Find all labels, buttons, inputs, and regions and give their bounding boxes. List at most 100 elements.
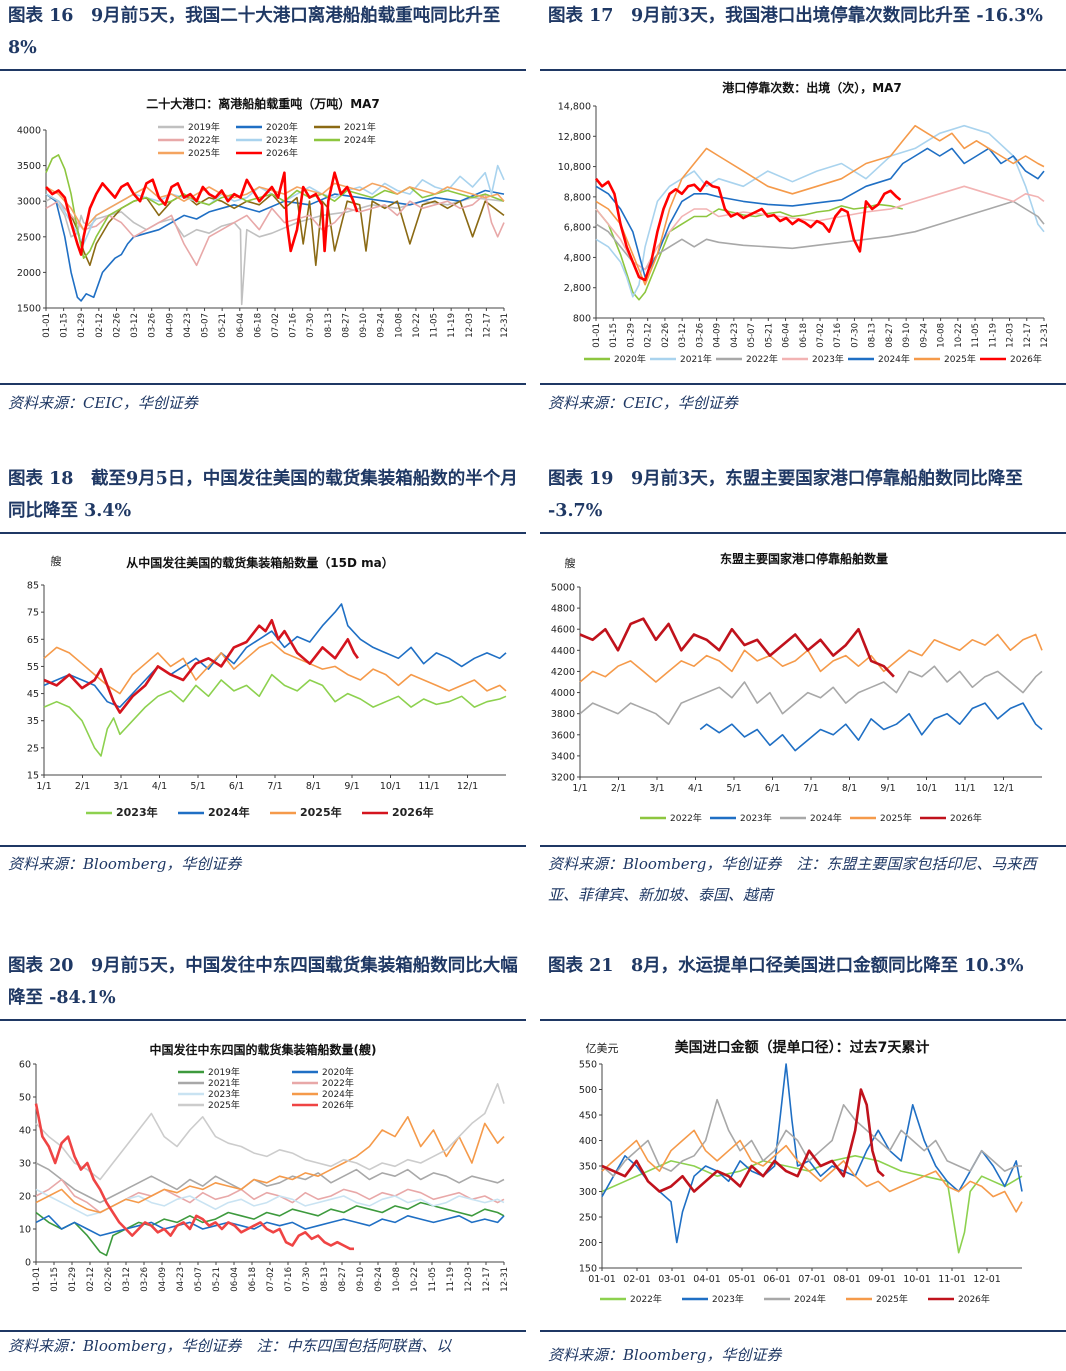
chart-svg: 东盟主要国家港口停靠船舶数量 艘 3200 3400 3600 3800 4000 4200 4… — [551, 551, 1043, 824]
y-tick-label: 6,800 — [564, 223, 591, 234]
legend-label: 2023年 — [266, 134, 298, 146]
x-tick-label: 08-27 — [338, 1267, 348, 1292]
y-tick-label: 55 — [27, 662, 39, 673]
x-tick-label: 5/1 — [726, 783, 741, 794]
legend-label: 2025年 — [208, 1099, 240, 1111]
title-rule — [540, 1019, 1066, 1021]
figure-panel-21: 图表 21 8月，水运提单口径美国进口金额同比降至 10.3% 美国进口金额（提… — [540, 950, 1066, 1371]
series-line-2024年 — [35, 1116, 505, 1214]
x-tick-label: 01-01 — [588, 1274, 616, 1285]
x-tick-label: 03-12 — [122, 1267, 132, 1292]
x-tick-label: 02-26 — [104, 1267, 114, 1292]
y-tick-label: 400 — [579, 1136, 597, 1147]
x-tick-label: 06-18 — [248, 1267, 258, 1292]
x-tick-label: 03-01 — [658, 1274, 686, 1285]
legend-label: 2020年 — [614, 353, 646, 365]
x-tick-label: 02-01 — [623, 1274, 651, 1285]
x-tick-label: 10-08 — [392, 1267, 402, 1292]
legend-label: 2025年 — [876, 1293, 908, 1305]
x-tick-label: 06-04 — [230, 1267, 240, 1292]
series-line-2022年 — [601, 1155, 1023, 1254]
x-tick-label: 07-16 — [284, 1267, 294, 1292]
figure-title: 图表 17 9月前3天，我国港口出境停靠次数同比升至 -16.3% — [548, 6, 1043, 26]
y-tick-label: 75 — [27, 608, 39, 619]
x-tick-label: 09-24 — [377, 313, 387, 338]
legend-label: 2026年 — [392, 805, 434, 819]
y-tick-label: 30 — [19, 1159, 31, 1170]
legend-label: 2019年 — [188, 121, 220, 133]
x-tick-label: 12-31 — [500, 1267, 510, 1292]
x-tick-label: 02-12 — [95, 313, 105, 338]
x-tick-label: 12-17 — [482, 313, 492, 338]
x-tick-label: 04-23 — [730, 323, 740, 348]
x-tick-label: 6/1 — [765, 783, 780, 794]
legend-label: 2021年 — [208, 1077, 240, 1089]
legend-label: 2022年 — [670, 812, 702, 824]
series-line-2026年 — [45, 171, 359, 256]
x-tick-label: 11/1 — [954, 783, 975, 794]
y-tick-label: 0 — [25, 1258, 31, 1269]
chart-21: 美国进口金额（提单口径）：过去7天累计 亿美元 150 200 250 300 350 400… — [540, 1030, 1066, 1328]
legend-label: 2024年 — [208, 805, 250, 819]
x-tick-label: 12-17 — [482, 1267, 492, 1292]
legend-label: 2026年 — [1010, 353, 1042, 365]
x-tick-label: 09-10 — [902, 323, 912, 348]
x-tick-label: 10-08 — [937, 323, 947, 348]
x-tick-label: 05-01 — [728, 1274, 756, 1285]
x-tick-label: 08-27 — [885, 323, 895, 348]
x-tick-label: 11/1 — [418, 781, 439, 792]
chart-16: 二十大港口：离港船舶载重吨（万吨）MA7 1500 2000 2500 3000 3500… — [0, 86, 526, 382]
figure-title: 图表 19 9月前3天，东盟主要国家港口停靠船舶数同比降至 -3.7% — [548, 469, 1023, 521]
series-line-2024年 — [579, 665, 1043, 725]
chart-title: 东盟主要国家港口停靠船舶数量 — [720, 551, 888, 566]
legend-label: 2025年 — [944, 353, 976, 365]
series-line-2023年 — [595, 185, 1045, 271]
x-tick-label: 11-01 — [938, 1274, 966, 1285]
x-tick-label: 6/1 — [229, 781, 244, 792]
x-tick-label: 01-29 — [68, 1267, 78, 1292]
series-line-2025年 — [601, 1129, 1023, 1213]
x-tick-label: 05-07 — [747, 323, 757, 348]
legend-label: 2024年 — [810, 812, 842, 824]
x-tick-label: 09-24 — [919, 323, 929, 348]
source-note: 资料来源：Bloomberg，华创证券 — [548, 1346, 782, 1364]
series-line-2020年 — [35, 1215, 505, 1237]
chart-title: 从中国发往美国的载货集装箱船数量（15D ma） — [126, 555, 393, 570]
x-tick-label: 09-24 — [374, 1267, 384, 1292]
series-line-2019年 — [35, 1201, 505, 1257]
y-tick-label: 20 — [19, 1192, 31, 1203]
x-tick-label: 05-21 — [764, 323, 774, 348]
x-tick-label: 11-05 — [428, 1267, 438, 1292]
chart-title: 港口停靠次数：出境（次），MA7 — [722, 80, 902, 95]
legend-label: 2024年 — [344, 134, 376, 146]
x-tick-label: 08-13 — [324, 313, 334, 338]
x-tick-label: 12-03 — [1006, 323, 1016, 348]
x-tick-label: 09-10 — [356, 1267, 366, 1292]
x-tick-label: 06-18 — [253, 313, 263, 338]
x-tick-label: 03-26 — [695, 323, 705, 348]
figure-title: 图表 16 9月前5天，我国二十大港口离港船舶载重吨同比升至 8% — [8, 6, 501, 58]
x-tick-label: 02-12 — [644, 323, 654, 348]
x-tick-label: 11-05 — [971, 323, 981, 348]
source-rule — [0, 845, 526, 847]
source-rule — [540, 1330, 1066, 1332]
x-tick-label: 04-09 — [713, 323, 723, 348]
x-tick-label: 05-21 — [212, 1267, 222, 1292]
y-tick-label: 250 — [579, 1213, 597, 1224]
x-tick-label: 04-23 — [176, 1267, 186, 1292]
chart-svg: 美国进口金额（提单口径）：过去7天累计 亿美元 150 200 250 300 350 400… — [579, 1039, 1023, 1305]
source-note: 资料来源：Bloomberg，华创证券 — [8, 855, 242, 873]
series-line-2025年 — [579, 633, 1043, 683]
legend-label: 2025年 — [300, 805, 342, 819]
y-tick-label: 800 — [573, 314, 591, 325]
x-tick-label: 5/1 — [190, 781, 205, 792]
x-tick-label: 03-12 — [130, 313, 140, 338]
y-tick-label: 5000 — [551, 583, 575, 594]
legend-label: 2024年 — [322, 1088, 354, 1100]
x-tick-label: 12-01 — [973, 1274, 1001, 1285]
y-tick-label: 150 — [579, 1264, 597, 1275]
x-tick-label: 08-27 — [341, 313, 351, 338]
y-tick-label: 200 — [579, 1238, 597, 1249]
title-rule — [0, 532, 526, 534]
x-tick-label: 01-29 — [77, 313, 87, 338]
